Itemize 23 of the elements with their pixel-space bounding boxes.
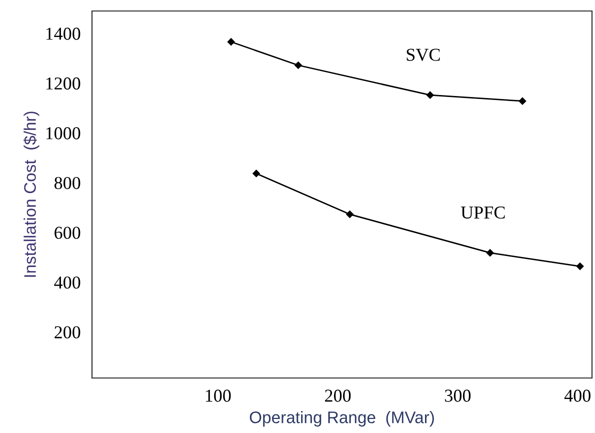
y-axis-title: Installation Cost ($/hr)	[23, 112, 40, 277]
y-tick-label: 400	[54, 276, 80, 289]
x-tick-label: 300	[445, 390, 471, 402]
point	[294, 62, 302, 69]
x-tick-label: 200	[325, 390, 351, 402]
y-tick-label: 1400	[46, 28, 80, 40]
point	[252, 170, 260, 178]
series-label: SVC	[406, 48, 440, 61]
y-tick-label: 1200	[46, 77, 80, 90]
point	[518, 97, 526, 105]
point	[346, 210, 354, 218]
y-tick-label: 800	[54, 176, 80, 190]
point	[227, 38, 235, 46]
x-axis-title: Operating Range (MVar)	[250, 411, 434, 427]
x-tick-label: 400	[564, 390, 590, 402]
y-tick-label: 600	[54, 226, 80, 239]
x-tick-label: 100	[206, 390, 231, 402]
y-tick-label: 200	[54, 326, 80, 338]
point	[576, 262, 584, 270]
y-tick-label: 1000	[46, 127, 80, 140]
series-label: UPFC	[460, 206, 505, 219]
point	[486, 249, 494, 256]
point	[426, 91, 434, 99]
